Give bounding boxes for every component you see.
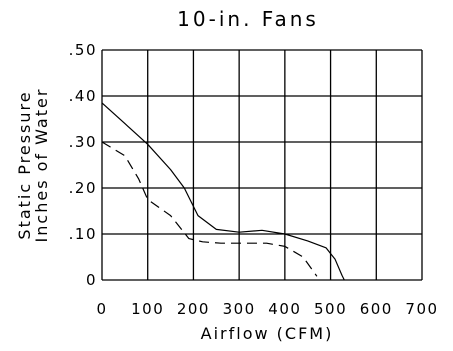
- x-tick-labels: 0 100 200 300 400 500 600 700: [96, 300, 438, 318]
- y-tick-labels: 0 .10 .20 .30 .40 .50: [69, 41, 97, 289]
- y-axis-title-line1: Static Pressure: [15, 90, 34, 239]
- y-axis-title-line2: Inches of Water: [32, 88, 51, 243]
- y-tick-label-0: 0: [86, 271, 97, 289]
- series-line-dashed: [101, 141, 318, 277]
- x-tick-label-2: 200: [177, 300, 210, 318]
- x-tick-label-5: 500: [314, 300, 347, 318]
- y-tick-label-1: .10: [69, 225, 97, 243]
- x-axis-title: Airflow (CFM): [201, 324, 334, 343]
- grid: [101, 49, 423, 281]
- x-tick-label-1: 100: [131, 300, 164, 318]
- x-tick-label-0: 0: [96, 300, 107, 318]
- y-tick-label-5: .50: [69, 41, 97, 59]
- series-line-solid: [101, 102, 345, 281]
- y-tick-label-4: .40: [69, 87, 97, 105]
- x-tick-label-3: 300: [223, 300, 256, 318]
- series-group: [101, 102, 345, 281]
- x-tick-label-7: 700: [405, 300, 438, 318]
- x-tick-label-4: 400: [268, 300, 301, 318]
- x-tick-label-6: 600: [360, 300, 393, 318]
- y-tick-label-3: .30: [69, 133, 97, 151]
- y-tick-label-2: .20: [69, 179, 97, 197]
- chart-title: 10-in. Fans: [177, 7, 319, 31]
